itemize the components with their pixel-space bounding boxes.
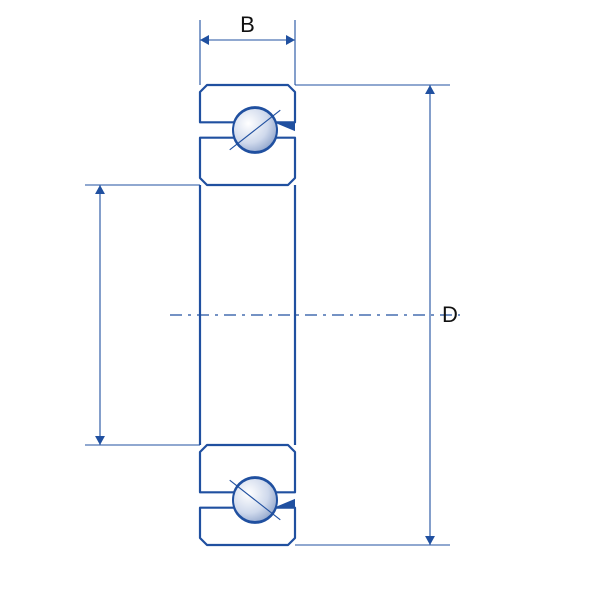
dim-arrow	[425, 536, 435, 545]
dim-arrow	[95, 185, 105, 194]
dim-arrow	[286, 35, 295, 45]
dim-arrow	[95, 436, 105, 445]
dim-arrow	[200, 35, 209, 45]
label-D: D	[442, 302, 458, 327]
label-B: B	[240, 12, 255, 37]
bearing-cross-section-diagram: BD	[0, 0, 600, 600]
dim-arrow	[425, 85, 435, 94]
